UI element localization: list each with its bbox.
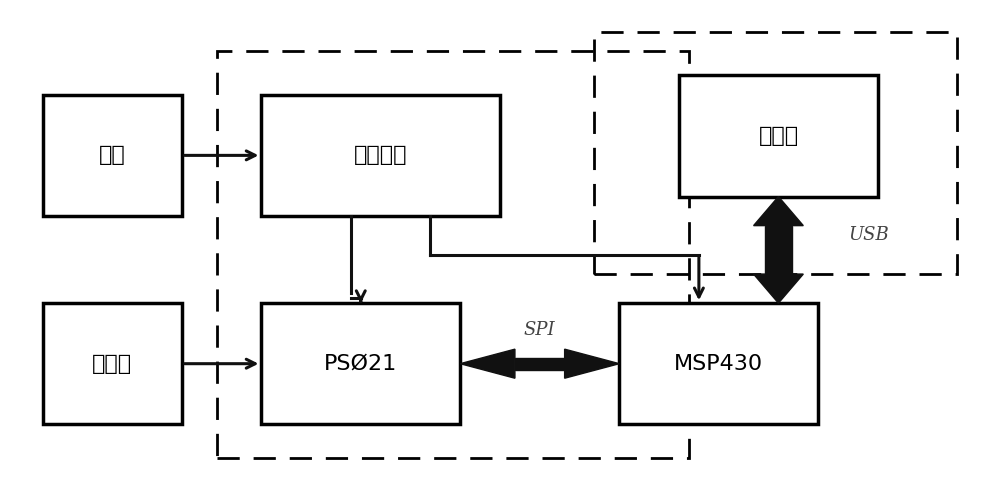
Text: 计算机: 计算机 (758, 126, 799, 146)
Polygon shape (460, 349, 515, 378)
Bar (515, 358, 565, 370)
Polygon shape (565, 349, 619, 378)
Text: SPI: SPI (524, 321, 556, 339)
Bar (217, 51, 689, 458)
Polygon shape (754, 274, 803, 303)
Bar (43, 303, 182, 424)
Bar (261, 303, 460, 424)
Bar (619, 303, 818, 424)
Text: MSP430: MSP430 (674, 354, 763, 374)
Bar (43, 95, 182, 216)
Bar (594, 32, 957, 274)
Text: 电源管理: 电源管理 (354, 146, 407, 166)
Bar (765, 225, 792, 274)
Text: 电池: 电池 (99, 146, 126, 166)
Polygon shape (754, 196, 803, 225)
Text: 传感器: 传感器 (92, 354, 132, 374)
Text: USB: USB (848, 226, 889, 245)
Bar (261, 95, 500, 216)
Text: PSØ21: PSØ21 (324, 354, 397, 374)
Bar (679, 75, 878, 196)
